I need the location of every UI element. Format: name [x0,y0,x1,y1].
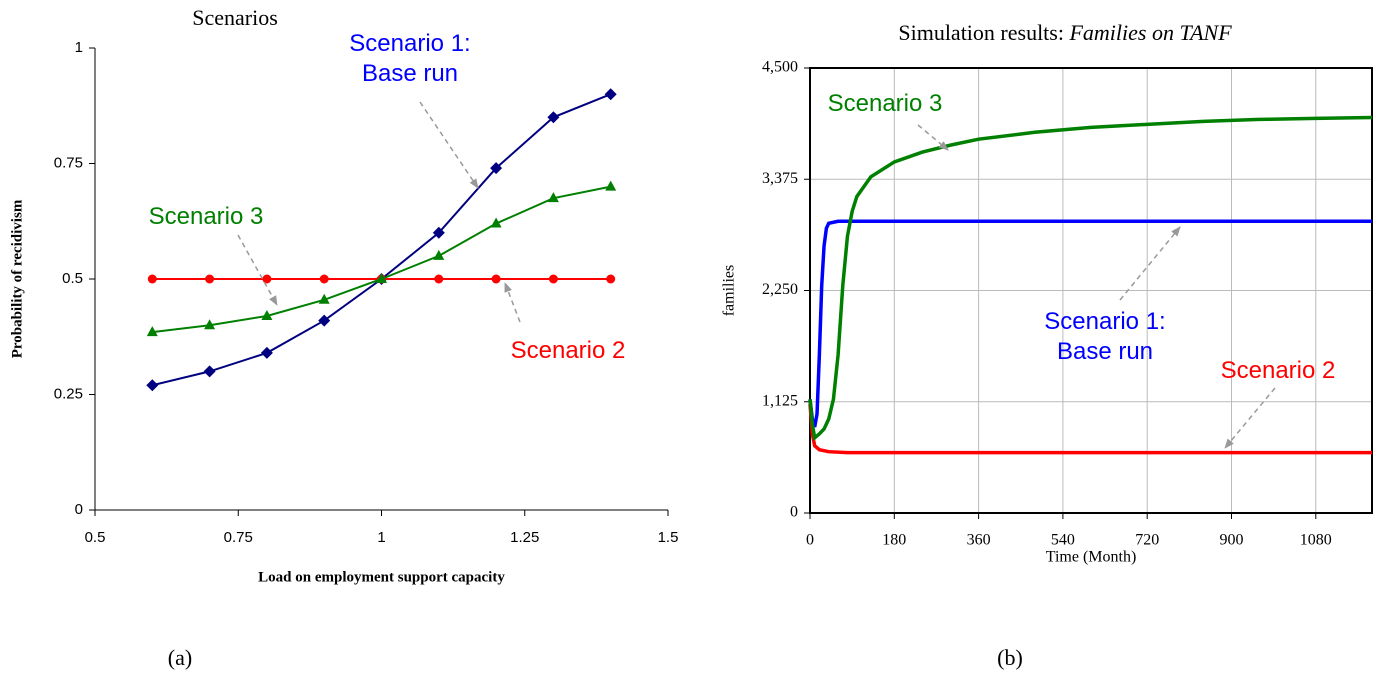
x-tick-label: 0.5 [85,529,106,546]
x-tick-label: 360 [967,532,991,549]
series-label-line: Scenario 1: [349,30,470,57]
series-line [808,115,1373,442]
series-label-line: Scenario 1: [1044,308,1165,335]
x-tick-label: 1.5 [658,529,679,546]
series-label-line: Scenario 2 [511,337,626,364]
marker [547,192,559,203]
series-label-line: Scenario 3 [149,203,264,230]
series-label: Scenario 1: Base run [349,30,470,87]
x-tick-label: 1.25 [510,529,539,546]
marker [547,111,560,124]
y-tick-label: 0 [75,501,83,518]
marker [318,314,331,327]
series-label: Scenario 2 [1221,357,1336,384]
y-tick-label: 1,125 [762,392,798,409]
annotation-arrow [419,101,479,189]
y-tick-label: 3,375 [762,170,798,187]
marker [376,273,387,283]
marker [203,365,216,378]
marker [490,162,503,175]
marker [262,274,272,284]
x-axis-label: Load on employment support capacity [258,569,505,585]
marker [260,346,273,359]
marker [548,274,558,284]
y-tick-label: 0.25 [54,385,83,402]
annotation-arrow [917,124,949,151]
y-tick-label: 0 [790,504,798,521]
x-tick-label: 180 [882,532,906,549]
marker [433,249,445,260]
x-tick-label: 1 [377,529,385,546]
title-italic: Families on TANF [1068,20,1232,45]
series-label: Scenario 3 [828,90,943,117]
chart-title: Simulation results: Families on TANF [898,20,1232,45]
marker [261,309,273,320]
marker [491,274,501,284]
x-axis-label: Time (Month) [1046,549,1137,566]
annotation-arrow [504,282,521,323]
annotation-arrow [237,234,278,306]
chart-title: Scenarios [192,5,278,30]
marker [318,293,330,304]
x-tick-label: 900 [1220,532,1244,549]
series-label-line: Base run [1057,338,1153,365]
marker [434,274,444,284]
x-tick-label: 0.75 [224,529,253,546]
y-tick-label: 4,500 [762,59,798,76]
series-label-line: Scenario 3 [828,90,943,117]
plot-frame [809,67,1373,514]
annotation-arrow [1224,387,1276,449]
marker [605,180,617,191]
marker [205,274,215,284]
series-label: Scenario 3 [149,203,264,230]
title-main: Scenarios [192,5,278,30]
y-tick-label: 0.5 [62,270,83,287]
caption: (a) [168,645,192,670]
x-tick-label: 0 [806,532,814,549]
y-tick-label: 1 [75,39,83,56]
series-label-line: Base run [362,60,458,87]
x-tick-label: 1080 [1300,532,1332,549]
caption: (b) [997,645,1023,670]
y-tick-label: 2,250 [762,281,798,298]
x-tick-label: 720 [1135,532,1159,549]
marker [432,226,445,239]
marker [146,379,159,392]
x-tick-label: 540 [1051,532,1075,549]
y-axis-label: families [721,265,738,317]
marker [604,88,617,101]
y-tick-label: 0.75 [54,154,83,171]
marker [606,274,616,284]
series-label: Scenario 1: Base run [1044,308,1165,365]
series-label: Scenario 2 [511,337,626,364]
y-axis-label: Probability of recidivism [9,199,25,358]
title-main: Simulation results: [898,20,1064,45]
annotation-arrow [1119,226,1181,301]
series-label-line: Scenario 2 [1221,357,1336,384]
marker [319,274,329,284]
marker [147,274,157,284]
marker [204,319,216,330]
marker [490,217,502,228]
marker [146,326,158,337]
